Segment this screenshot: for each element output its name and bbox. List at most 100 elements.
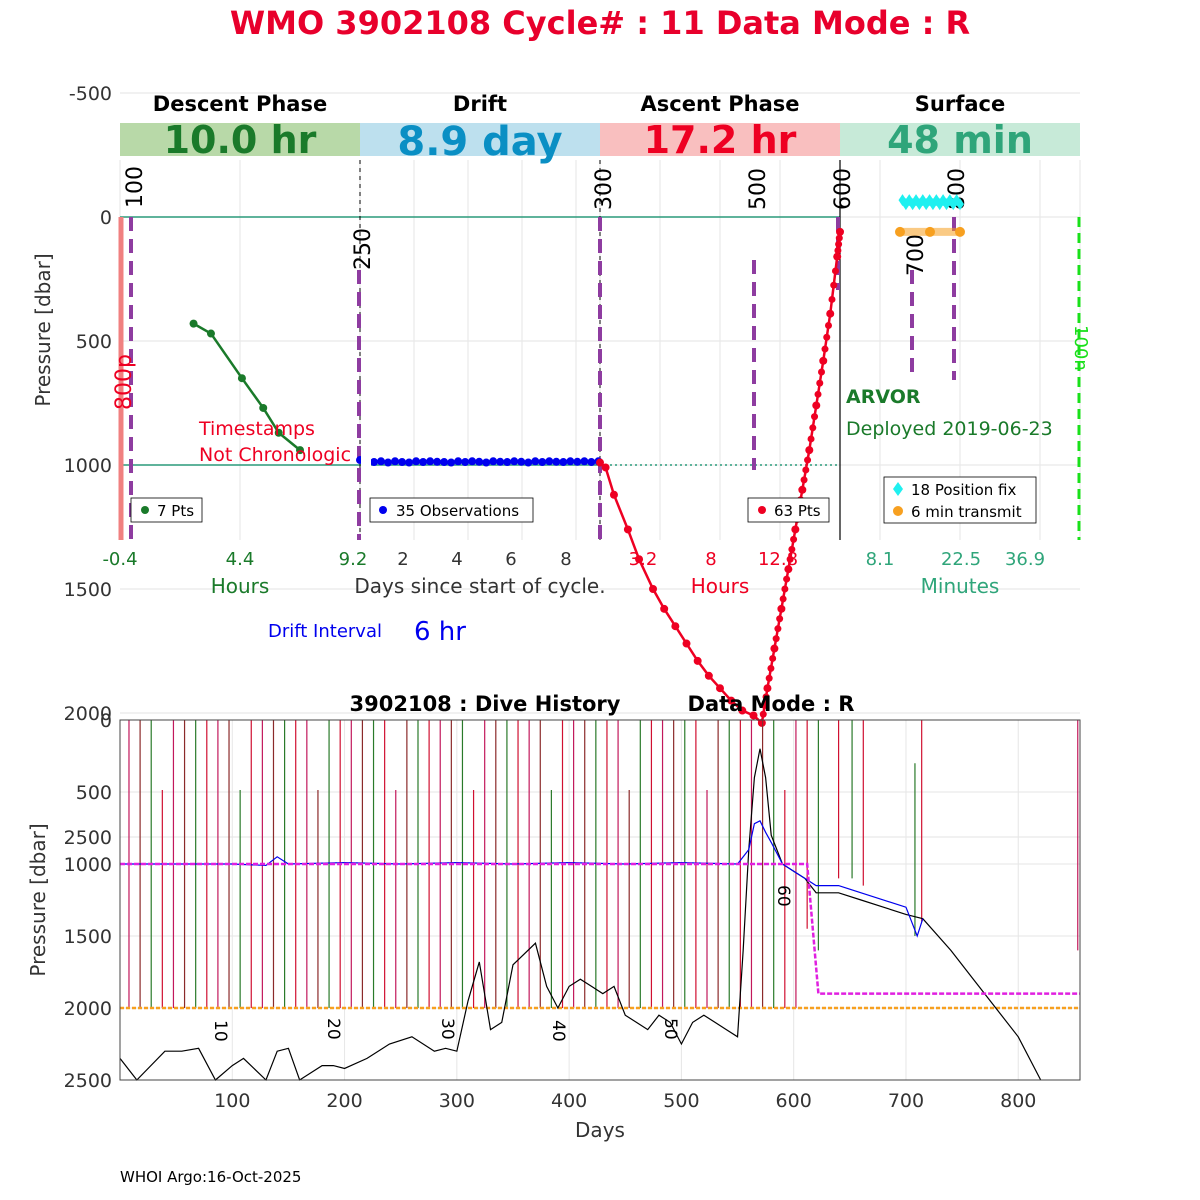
bottom-y-tick-2: 1000 — [64, 854, 112, 876]
drift-duration-band — [360, 123, 600, 156]
top-x-tick-3-0: 8.1 — [866, 549, 895, 570]
bottom-x-ticks: 100 200 300 400 500 600 700 800 — [214, 1090, 1036, 1112]
bottom-x-tick-5: 600 — [776, 1090, 812, 1112]
top-y-tick-4: 1500 — [64, 579, 112, 601]
top-x-tick-0-0: -0.4 — [102, 549, 137, 570]
ascent-point-5 — [649, 585, 658, 593]
ascent-rising-dense-10-2 — [830, 281, 838, 289]
ascent-rising-dense-8-3 — [818, 368, 826, 376]
bottom-grid — [120, 719, 1080, 1081]
mean-drift-line — [120, 819, 924, 938]
transmit-point-2 — [955, 226, 965, 237]
ascent-point-0 — [596, 458, 604, 467]
drift-point-14 — [454, 457, 463, 466]
ascent-rising-dense-7-1 — [807, 435, 815, 443]
warning-line-1: Timestamps — [198, 418, 315, 440]
ascent-phase-title: Ascent Phase — [641, 92, 800, 116]
ascent-rising-dense-7-2 — [809, 424, 817, 432]
ascent-rising-dense-4-3 — [790, 535, 798, 543]
top-ylabel: Pressure [dbar] — [31, 253, 55, 406]
drift-point-24 — [524, 458, 533, 467]
bottom-title-right: Data Mode : R — [688, 692, 855, 716]
top-x-tick-2-0: 3.2 — [629, 549, 658, 570]
ascent-rising-dense-4-1 — [786, 555, 794, 563]
top-y-ticks: -500 0 500 1000 1500 2000 2500 — [64, 83, 112, 849]
marker-label-100: 100 — [123, 166, 148, 208]
ascent-rising-dense-6-1 — [800, 476, 808, 484]
drift-point-2 — [370, 458, 379, 467]
drift-point-30 — [566, 457, 575, 466]
marker-label-300: 300 — [592, 168, 617, 210]
top-x-tick-1-2: 6 — [505, 549, 516, 570]
top-x-tick-1-0: 2 — [397, 549, 408, 570]
top-y-tick-5: 2000 — [64, 703, 112, 725]
ascent-rising-dense-3-3 — [783, 575, 791, 583]
drift-point-7 — [405, 458, 414, 467]
ascent-point-3 — [623, 525, 632, 534]
ascent-rising-dense-2-1 — [772, 635, 780, 643]
ascent-rising-dense-9-2 — [823, 333, 831, 341]
bottom-y-tick-0: 0 — [100, 710, 112, 732]
top-x-tick-1-3: 8 — [560, 549, 571, 570]
legend-ascent-marker — [758, 506, 766, 514]
drift-duration: 8.9 day — [397, 119, 562, 165]
drift-point-8 — [412, 457, 421, 466]
ascent-rising-dense-3-2 — [781, 585, 789, 593]
ascent-rising-point-12 — [836, 227, 844, 236]
bottom-y-tick-4: 2000 — [64, 998, 112, 1020]
marker-label-250: 250 — [351, 228, 376, 270]
ascent-rising-dense-9-3 — [824, 322, 832, 329]
drift-point-31 — [573, 457, 582, 466]
cycle-labels: 10 20 30 40 50 60 — [210, 885, 793, 1042]
drift-point-32 — [580, 457, 589, 466]
surface-series — [895, 194, 965, 237]
legend-drift-text: 35 Observations — [396, 502, 519, 520]
drift-point-9 — [419, 458, 428, 467]
ascent-point-13 — [738, 706, 747, 715]
drift-point-3 — [377, 457, 386, 466]
ascent-rising-dense-11-1 — [834, 246, 842, 254]
ascent-rising-point-10 — [826, 309, 835, 318]
descent-point-1 — [206, 329, 215, 338]
top-x-tick-3-1: 22.5 — [941, 549, 981, 570]
warning-line-2: Not Chronologic — [199, 444, 351, 466]
ascent-rising-point-2 — [770, 644, 779, 653]
ascent-rising-point-8 — [812, 401, 821, 410]
ascent-rising-dense-0-3 — [762, 693, 770, 701]
ascent-rising-dense-0-1 — [759, 710, 767, 718]
top-x-tick-0-2: 9.2 — [339, 549, 368, 570]
ascent-point-9 — [693, 656, 702, 665]
ascent-rising-point-3 — [777, 604, 786, 613]
ascent-rising-dense-8-2 — [816, 379, 824, 387]
bottom-x-tick-6: 700 — [888, 1090, 924, 1112]
transmit-point-0 — [895, 226, 905, 237]
bottom-y-tick-5: 2500 — [64, 1070, 112, 1092]
bottom-plot-frame — [119, 719, 1081, 1081]
ascent-axis-label: Hours — [691, 574, 750, 598]
drift-point-29 — [559, 458, 568, 467]
ascent-rising-dense-1-3 — [769, 654, 777, 662]
descent-axis-label: Hours — [211, 574, 270, 598]
legend-drift-marker — [379, 506, 387, 514]
drift-point-27 — [545, 457, 554, 466]
top-y-tick-1: 0 — [100, 207, 112, 229]
drift-point-17 — [475, 457, 484, 466]
drift-point-22 — [510, 457, 519, 466]
ascent-rising-dense-1-2 — [767, 664, 775, 672]
drift-point-28 — [552, 457, 561, 466]
page-title: WMO 3902108 Cycle# : 11 Data Mode : R — [230, 4, 970, 42]
ascent-point-11 — [716, 684, 724, 693]
top-x-tick-3-2: 36.9 — [1005, 549, 1045, 570]
marker-label-700: 700 — [904, 234, 929, 276]
ascent-rising-dense-10-3 — [831, 267, 839, 275]
footer-stamp: WHOI Argo:16-Oct-2025 — [120, 1168, 301, 1186]
warning-clip — [361, 440, 371, 468]
position-fix-17 — [956, 198, 964, 211]
top-y-tick-6: 2500 — [64, 827, 112, 849]
drift-interval-label: Drift Interval — [268, 621, 382, 642]
ascent-rising-point-7 — [805, 446, 814, 455]
deployed-label: Deployed 2019-06-23 — [846, 418, 1053, 440]
top-x-tick-2-2: 12.8 — [758, 549, 798, 570]
drift-phase-title: Drift — [453, 92, 507, 116]
descent-point-4 — [274, 428, 283, 437]
